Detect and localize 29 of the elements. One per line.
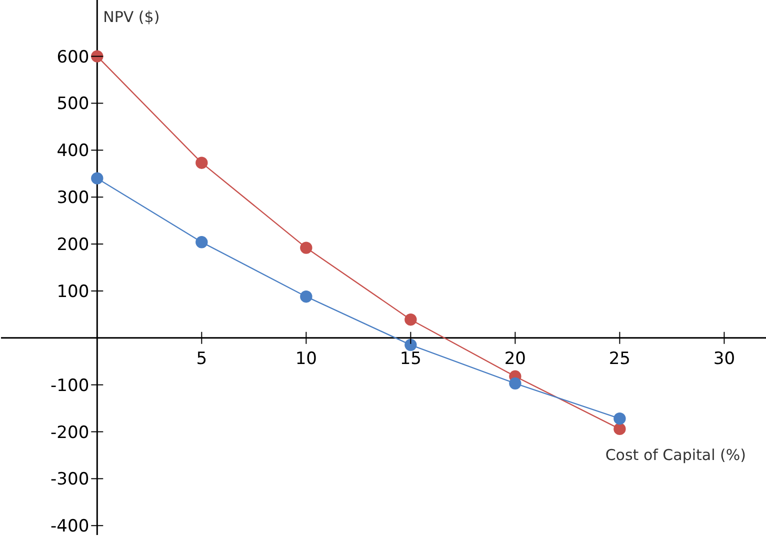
y-tick-label: 600 [56, 47, 90, 68]
y-tick-label: 100 [56, 282, 90, 302]
point [91, 172, 104, 184]
x-tick-label: 5 [196, 348, 208, 369]
y-axis-title: NPV ($) [103, 8, 160, 26]
x-tick-label: 25 [608, 348, 631, 369]
y-tick-label: -300 [50, 470, 90, 490]
point [614, 422, 626, 436]
y-tick-label: -200 [50, 422, 90, 443]
point [404, 338, 417, 352]
point [614, 412, 626, 425]
y-tick-label: 400 [56, 141, 90, 162]
point [404, 313, 417, 326]
x-tick-label: 15 [400, 348, 422, 369]
point [196, 236, 208, 248]
point [91, 50, 104, 62]
y-tick-label: -400 [50, 516, 90, 536]
x-tick-label: 30 [713, 348, 736, 369]
y-tick-label: 300 [56, 188, 90, 208]
x-axis-title: Cost of Capital (%) [605, 446, 746, 464]
y-tick-label: 500 [56, 94, 90, 114]
point [300, 290, 312, 303]
x-tick-label: 20 [504, 348, 526, 369]
point [300, 242, 312, 254]
point [509, 377, 522, 390]
x-tick-label: 10 [295, 348, 317, 369]
point [196, 156, 208, 169]
y-tick-label: 200 [56, 235, 90, 256]
y-tick-label: -100 [50, 376, 90, 396]
